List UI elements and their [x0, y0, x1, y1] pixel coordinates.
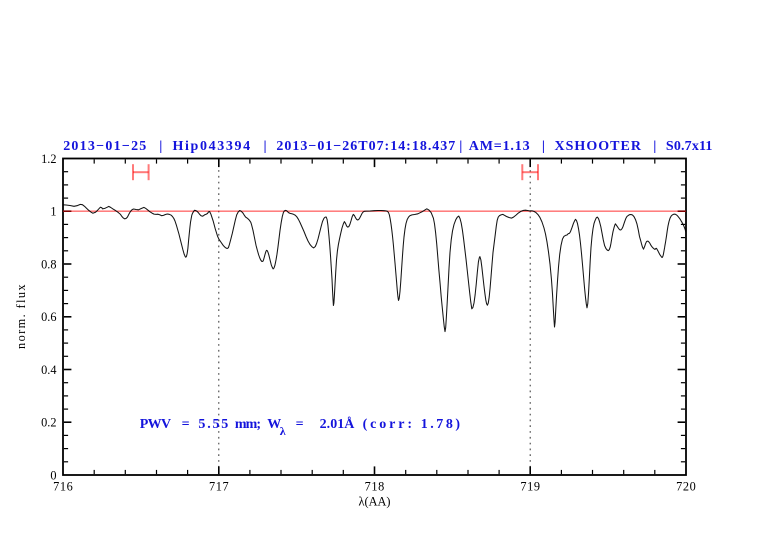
svg-text:1: 1	[50, 205, 56, 219]
svg-text:717: 717	[209, 480, 229, 494]
svg-text:719: 719	[520, 480, 540, 494]
svg-text:0.8: 0.8	[41, 257, 56, 271]
svg-text:720: 720	[676, 480, 696, 494]
svg-text:0: 0	[50, 468, 56, 482]
svg-text:0.4: 0.4	[41, 363, 56, 377]
svg-text:norm. flux: norm. flux	[14, 283, 28, 349]
svg-text:0.6: 0.6	[41, 310, 56, 324]
svg-text:716: 716	[53, 480, 73, 494]
svg-text:718: 718	[365, 480, 385, 494]
svg-text:1.2: 1.2	[41, 152, 56, 166]
svg-text:0.2: 0.2	[41, 416, 56, 430]
svg-text:λ(AA): λ(AA)	[359, 495, 391, 509]
